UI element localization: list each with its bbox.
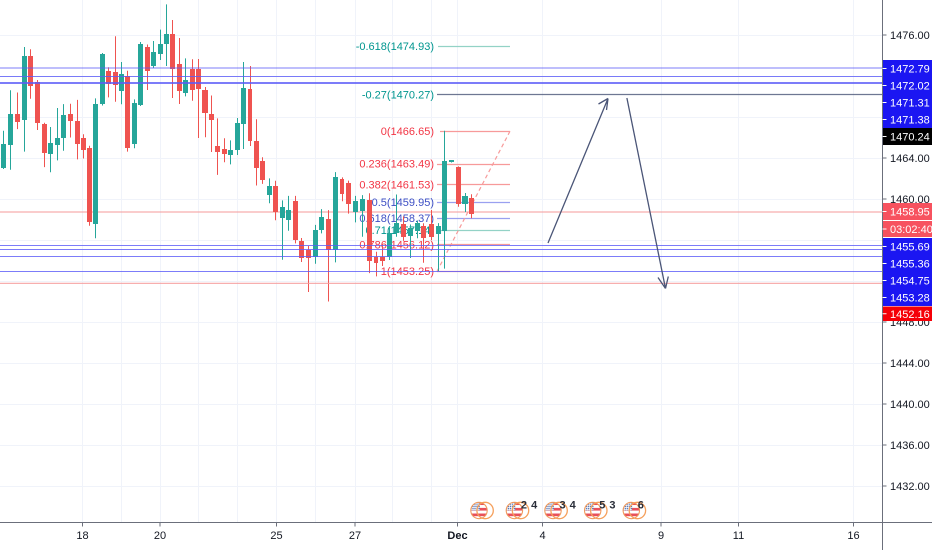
- svg-text:1458.95: 1458.95: [890, 207, 930, 219]
- svg-text:Dec: Dec: [447, 530, 467, 542]
- svg-text:1470.24: 1470.24: [890, 132, 930, 144]
- svg-text:1471.31: 1471.31: [890, 98, 930, 110]
- svg-text:1455.69: 1455.69: [890, 242, 930, 254]
- svg-text:-0.27(1470.27): -0.27(1470.27): [362, 90, 434, 102]
- svg-text:1476.00: 1476.00: [890, 30, 930, 42]
- svg-text:0.236(1463.49): 0.236(1463.49): [359, 158, 434, 170]
- svg-text:0(1466.65): 0(1466.65): [381, 126, 434, 138]
- svg-text:0.5(1459.95): 0.5(1459.95): [372, 197, 434, 209]
- svg-text:9: 9: [658, 530, 664, 542]
- svg-text:1454.75: 1454.75: [890, 276, 930, 288]
- svg-text:1471.38: 1471.38: [890, 115, 930, 127]
- svg-text:20: 20: [154, 530, 166, 542]
- svg-text:11: 11: [733, 530, 744, 542]
- svg-text:0.382(1461.53): 0.382(1461.53): [359, 180, 434, 192]
- svg-text:1464.00: 1464.00: [890, 153, 930, 165]
- svg-text:1453.28: 1453.28: [890, 293, 930, 305]
- svg-text:1432.00: 1432.00: [890, 481, 930, 493]
- svg-text:1436.00: 1436.00: [890, 440, 930, 452]
- svg-text:4: 4: [539, 530, 545, 542]
- svg-text:03:02:40: 03:02:40: [890, 224, 932, 236]
- svg-text:18: 18: [76, 530, 88, 542]
- svg-text:16: 16: [847, 530, 859, 542]
- svg-text:3 4: 3 4: [560, 500, 577, 512]
- svg-text:25: 25: [270, 530, 282, 542]
- svg-text:1472.02: 1472.02: [890, 81, 930, 93]
- svg-text:-0.618(1474.93): -0.618(1474.93): [356, 41, 434, 53]
- svg-text:1472.79: 1472.79: [890, 64, 930, 76]
- svg-text:1452.16: 1452.16: [890, 309, 930, 321]
- svg-text:1440.00: 1440.00: [890, 399, 930, 411]
- svg-text:1444.00: 1444.00: [890, 358, 930, 370]
- svg-text:5 3: 5 3: [599, 500, 616, 512]
- svg-text:1455.36: 1455.36: [890, 259, 930, 271]
- svg-text:27: 27: [349, 530, 361, 542]
- svg-text:6: 6: [638, 500, 645, 512]
- svg-text:2 4: 2 4: [521, 500, 538, 512]
